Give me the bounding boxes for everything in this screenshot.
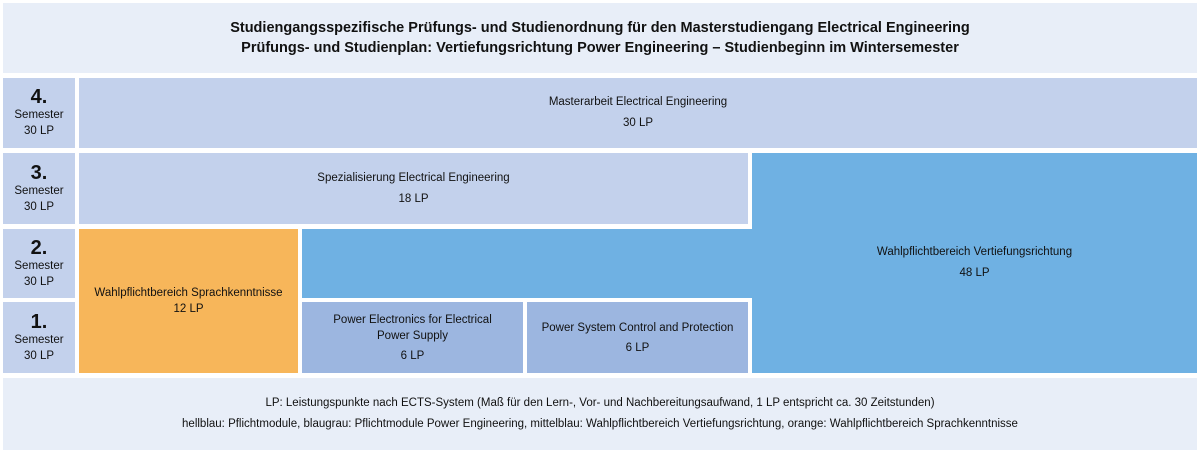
semester-1-label: 1. Semester 30 LP	[3, 302, 75, 373]
semester-lp: 30 LP	[23, 275, 55, 288]
semester-number: 1.	[30, 310, 48, 333]
semester-lp: 30 LP	[23, 125, 55, 137]
semester-lp: 30 LP	[23, 200, 55, 213]
semester-number: 3.	[30, 161, 48, 184]
semester-text: Semester	[14, 109, 64, 121]
module-title-line2: Power Supply	[377, 329, 448, 342]
module-title-line1: Power Electronics for Electrical	[333, 313, 492, 326]
module-lp: 12 LP	[173, 303, 204, 315]
semester-text: Semester	[14, 184, 64, 197]
legend-line1: LP: Leistungspunkte nach ECTS-System (Ma…	[265, 397, 935, 409]
module-lp: 18 LP	[398, 192, 429, 205]
module-spezialisierung: Spezialisierung Electrical Engineering 1…	[79, 153, 748, 224]
module-power-electronics: Power Electronics for Electrical Power S…	[302, 302, 523, 373]
module-title: Wahlpflichtbereich Sprachkenntnisse	[94, 287, 283, 299]
header-title-line1: Studiengangsspezifische Prüfungs- und St…	[230, 20, 970, 36]
header-title-line2: Prüfungs- und Studienplan: Vertiefungsri…	[241, 40, 959, 56]
semester-number: 2.	[30, 236, 48, 259]
semester-4-label: 4. Semester 30 LP	[3, 78, 75, 148]
semester-text: Semester	[14, 333, 64, 346]
module-lp: 6 LP	[625, 341, 650, 354]
module-vertiefungsrichtung: Wahlpflichtbereich Vertiefungsrichtung 4…	[752, 153, 1197, 373]
semester-lp: 30 LP	[23, 349, 55, 362]
legend-line2: hellblau: Pflichtmodule, blaugrau: Pflic…	[182, 418, 1018, 430]
module-sprachkenntnisse: Wahlpflichtbereich Sprachkenntnisse 12 L…	[79, 229, 298, 373]
semester-text: Semester	[14, 259, 64, 272]
semester-3-label: 3. Semester 30 LP	[3, 153, 75, 224]
module-title: Masterarbeit Electrical Engineering	[548, 96, 728, 108]
module-power-system-control: Power System Control and Protection 6 LP	[527, 302, 748, 373]
module-masterarbeit: Masterarbeit Electrical Engineering 30 L…	[79, 78, 1197, 148]
semester-number: 4.	[30, 86, 48, 108]
module-title: Wahlpflichtbereich Vertiefungsrichtung	[876, 246, 1073, 258]
semester-2-label: 2. Semester 30 LP	[3, 229, 75, 298]
module-vertiefungsrichtung-extension	[302, 229, 754, 298]
module-title: Spezialisierung Electrical Engineering	[317, 171, 510, 184]
module-title: Power System Control and Protection	[541, 321, 734, 334]
module-lp: 48 LP	[959, 267, 990, 279]
diagram-legend: LP: Leistungspunkte nach ECTS-System (Ma…	[3, 378, 1197, 450]
diagram-header: Studiengangsspezifische Prüfungs- und St…	[3, 3, 1197, 73]
module-lp: 30 LP	[622, 117, 654, 129]
module-lp: 6 LP	[400, 349, 425, 362]
